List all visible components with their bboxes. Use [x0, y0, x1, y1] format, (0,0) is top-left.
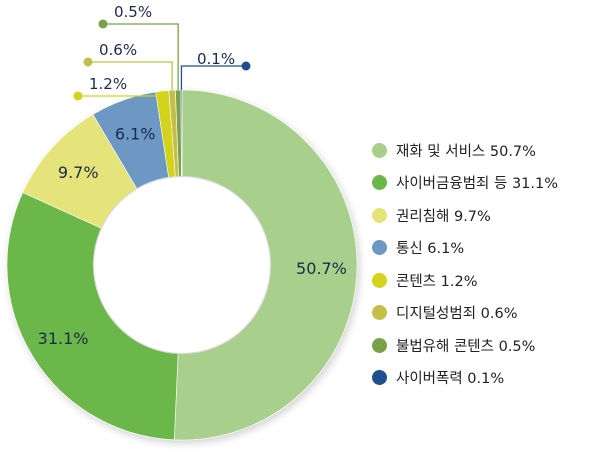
slice-label: 6.1% [115, 125, 156, 144]
legend-label: 사이버폭력 0.1% [396, 371, 505, 388]
donut-hole [94, 177, 270, 353]
legend-item: 사이버폭력 0.1% [372, 362, 558, 395]
callout-leader-line [103, 23, 179, 91]
legend-item: 디지털성범죄 0.6% [372, 297, 558, 330]
legend-item: 통신 6.1% [372, 232, 558, 265]
legend-label: 통신 6.1% [396, 241, 465, 258]
callout-label: 0.1% [197, 50, 235, 68]
legend-label: 재화 및 서비스 50.7% [396, 143, 536, 160]
legend-swatch [372, 337, 387, 353]
slice-label: 50.7% [296, 259, 347, 278]
callout-label: 0.6% [99, 41, 137, 59]
legend-swatch [372, 305, 387, 321]
legend-item: 재화 및 서비스 50.7% [372, 134, 558, 167]
callout-label: 1.2% [89, 75, 127, 93]
slice-label: 31.1% [38, 329, 89, 348]
callout-dot [73, 91, 83, 101]
legend-item: 콘텐츠 1.2% [372, 264, 558, 297]
chart-legend: 재화 및 서비스 50.7% 사이버금융범죄 등 31.1% 권리침해 9.7%… [372, 134, 558, 394]
slice-label: 9.7% [58, 163, 99, 182]
callout-dot [241, 61, 251, 71]
legend-label: 불법유해 콘텐츠 0.5% [396, 338, 536, 355]
legend-swatch [372, 207, 387, 223]
legend-label: 사이버금융범죄 등 31.1% [396, 176, 559, 193]
callout-leader-line [180, 65, 246, 91]
legend-item: 사이버금융범죄 등 31.1% [372, 167, 558, 200]
legend-swatch [372, 370, 387, 386]
callout-dot [98, 19, 108, 29]
legend-swatch [372, 175, 387, 191]
callout-dot [83, 57, 93, 67]
callout-leader-line [88, 61, 173, 91]
legend-swatch [372, 272, 387, 288]
pie-slice [180, 89, 183, 178]
legend-item: 권리침해 9.7% [372, 199, 558, 232]
legend-item: 불법유해 콘텐츠 0.5% [372, 329, 558, 362]
legend-label: 권리침해 9.7% [396, 208, 491, 225]
slices [6, 89, 358, 441]
callout-label: 0.5% [114, 3, 152, 21]
legend-swatch [372, 142, 387, 158]
callout-leader-line [78, 91, 163, 97]
donut-hole-ring [92, 175, 272, 355]
legend-label: 콘텐츠 1.2% [396, 273, 478, 290]
legend-swatch [372, 240, 387, 256]
legend-label: 디지털성범죄 0.6% [396, 306, 518, 323]
